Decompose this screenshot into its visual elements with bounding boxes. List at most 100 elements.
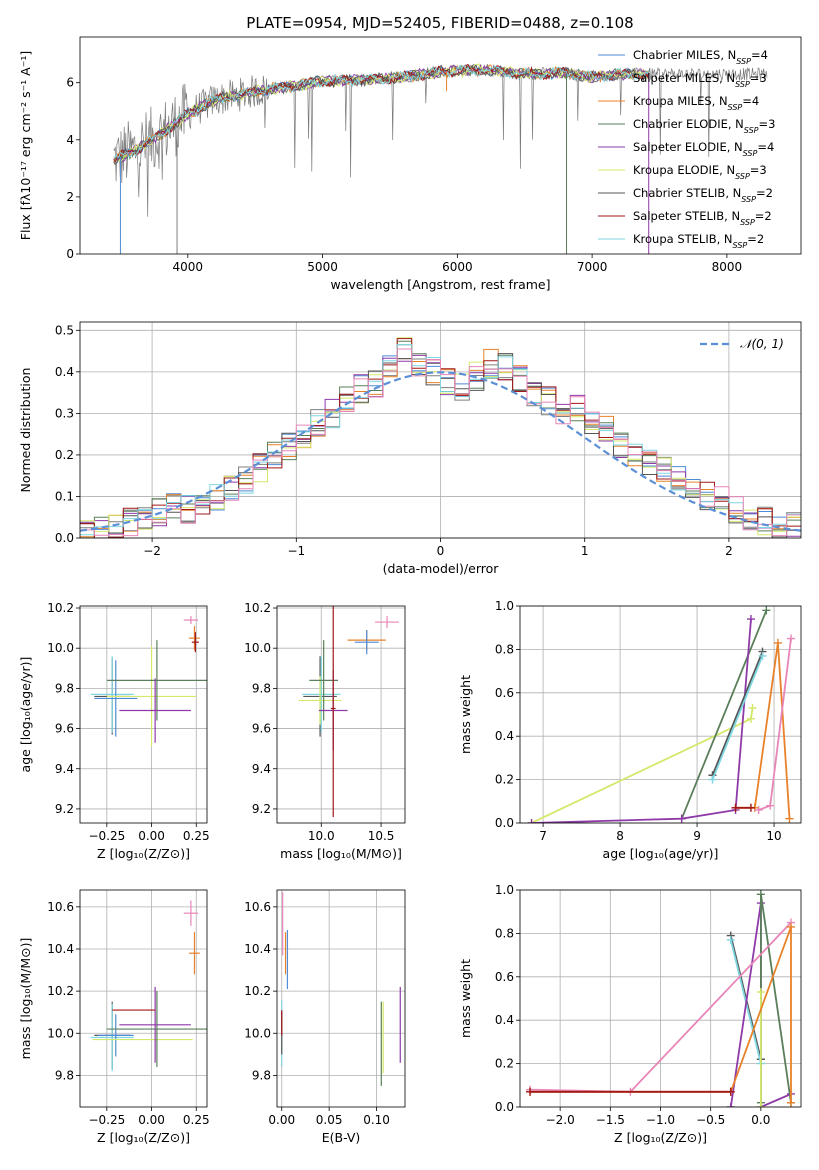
- plus-marker: [762, 606, 771, 615]
- x-tick-label: −1.0: [646, 1113, 675, 1127]
- y-axis-label: mass weight: [458, 675, 473, 754]
- x-axis-label: wavelength [Angstrom, rest frame]: [330, 277, 550, 292]
- plus-marker: [758, 651, 767, 660]
- legend-label: Salpeter STELIB, NSSP=2: [633, 209, 772, 227]
- legend-text: Kroupa ELODIE, N: [633, 163, 735, 177]
- y-tick-label: 10.2: [244, 601, 271, 615]
- plus-marker: [746, 803, 755, 812]
- axes-frame: [519, 889, 802, 1108]
- x-tick-label: 4000: [173, 260, 204, 274]
- plus-marker: [527, 819, 536, 823]
- legend-suffix: =4: [742, 94, 759, 108]
- y-tick-label: 10.0: [244, 641, 271, 655]
- legend-sub: SSP: [741, 195, 756, 204]
- legend-text: Kroupa STELIB, N: [633, 232, 733, 246]
- y-tick-label: 1.0: [495, 599, 514, 613]
- legend-suffix: =2: [756, 186, 773, 200]
- legend-sub: SSP: [740, 218, 755, 227]
- legend-text: Salpeter ELODIE, N: [633, 140, 743, 154]
- axes-frame: [519, 605, 802, 824]
- plus-marker: [726, 1103, 735, 1107]
- y-tick-label: 9.8: [252, 1068, 271, 1082]
- errorbar-point: [354, 630, 379, 655]
- y-tick-label: 9.4: [252, 762, 271, 776]
- x-axis-label: age [log₁₀(age/yr)]: [603, 846, 719, 861]
- axes-frame: [79, 605, 208, 824]
- errorbar-point: [375, 616, 400, 629]
- errorbar-point: [298, 676, 342, 725]
- x-tick-label: −1.5: [596, 1113, 625, 1127]
- x-tick-label: 9: [693, 829, 701, 843]
- y-tick-label: 0.5: [55, 323, 74, 337]
- gaussian-curve: [80, 371, 801, 532]
- y-axis-label: age [log₁₀(age/yr)]: [18, 657, 33, 773]
- chart-age-vs-Z: −0.25 0.00 0.25 9.2 9.4 9.6 9.8 10.0 10.2 Z [log₁…: [18, 601, 210, 861]
- axes-frame: [79, 36, 802, 255]
- data-spectrum-line: [113, 63, 768, 217]
- errorbar-point: [106, 991, 207, 1067]
- errorbar-point: [183, 616, 199, 625]
- x-axis-label: (data-model)/error: [383, 561, 500, 576]
- y-tick-label: 10.4: [47, 942, 74, 956]
- x-tick-label: 0.00: [138, 829, 165, 843]
- errorbar-point: [189, 932, 200, 975]
- errorbar-point: [106, 646, 197, 747]
- x-tick-label: 0.25: [183, 1113, 210, 1127]
- y-tick-label: 0.6: [495, 970, 514, 984]
- legend-label: Kroupa MILES, NSSP=4: [633, 94, 759, 112]
- chart-weight-vs-Z: −2.0 −1.5 −1.0 −0.5 0.0 0.0 0.2 0.4 0.6 0.8 1.0 Z […: [458, 883, 802, 1145]
- x-tick-label: 6000: [442, 260, 473, 274]
- plot-area: [281, 892, 401, 1086]
- errorbar-point: [94, 660, 138, 737]
- y-tick-label: 0.8: [495, 642, 514, 656]
- y-axis-label: mass [log₁₀(M/M⊙)]: [18, 938, 33, 1060]
- y-tick-label: 0.4: [55, 365, 74, 379]
- x-tick-label: 8: [616, 829, 624, 843]
- x-tick-label: 8000: [712, 260, 743, 274]
- plus-marker: [726, 935, 735, 944]
- legend-text: Chabrier ELODIE, N: [633, 117, 744, 131]
- model-line: [113, 63, 650, 163]
- x-tick-label: 0.00: [138, 1113, 165, 1127]
- plot-area: [90, 616, 207, 747]
- chart-residuals: −2 −1 0 1 2 0.0 0.1 0.2 0.3 0.4 0.5 𝒩(0, 1) (data-mo…: [18, 321, 802, 576]
- panels: 4000 5000 6000 7000 8000 0 2 4 6 Chabrier MILES, …: [18, 36, 802, 1145]
- legend-sub: SSP: [728, 103, 743, 112]
- x-tick-label: 0: [437, 544, 445, 558]
- axes-frame: [79, 889, 208, 1108]
- legend: 𝒩(0, 1): [700, 337, 784, 351]
- y-tick-label: 9.8: [55, 1068, 74, 1082]
- plus-marker: [731, 803, 740, 812]
- y-tick-label: 0: [66, 247, 74, 261]
- legend-text: Chabrier MILES, N: [633, 48, 736, 62]
- y-tick-label: 10.6: [47, 900, 74, 914]
- y-tick-label: 10.0: [47, 641, 74, 655]
- legend-sub: SSP: [743, 149, 758, 158]
- plot-area: [527, 606, 795, 823]
- plot-area: [80, 337, 801, 538]
- errorbar-point: [119, 986, 191, 1063]
- y-tick-label: 9.2: [55, 802, 74, 816]
- legend-label: Chabrier STELIB, NSSP=2: [633, 186, 773, 204]
- y-tick-label: 0.0: [55, 531, 74, 545]
- legend-suffix: =4: [757, 140, 774, 154]
- plus-marker: [677, 814, 686, 823]
- plus-marker: [786, 1098, 795, 1107]
- x-tick-label: −2.0: [546, 1113, 575, 1127]
- x-tick-label: 0.05: [316, 1113, 343, 1127]
- chart-age-vs-mass: 10.0 10.5 9.2 9.4 9.6 9.8 10.0 10.2 mass [log₁₀(…: [244, 601, 406, 861]
- errorbar-point: [97, 1014, 134, 1057]
- y-tick-label: 0.0: [495, 1100, 514, 1114]
- plus-marker: [773, 638, 782, 647]
- legend-suffix: =3: [750, 71, 767, 85]
- y-tick-label: 0.8: [495, 926, 514, 940]
- plus-marker: [746, 615, 755, 624]
- y-tick-label: 9.6: [55, 722, 74, 736]
- plot-area: [113, 63, 768, 254]
- y-axis-label: mass weight: [458, 959, 473, 1038]
- weight-line: [735, 642, 791, 819]
- errorbar-point: [191, 632, 199, 653]
- axes-frame: [79, 321, 802, 539]
- plus-marker: [746, 714, 755, 723]
